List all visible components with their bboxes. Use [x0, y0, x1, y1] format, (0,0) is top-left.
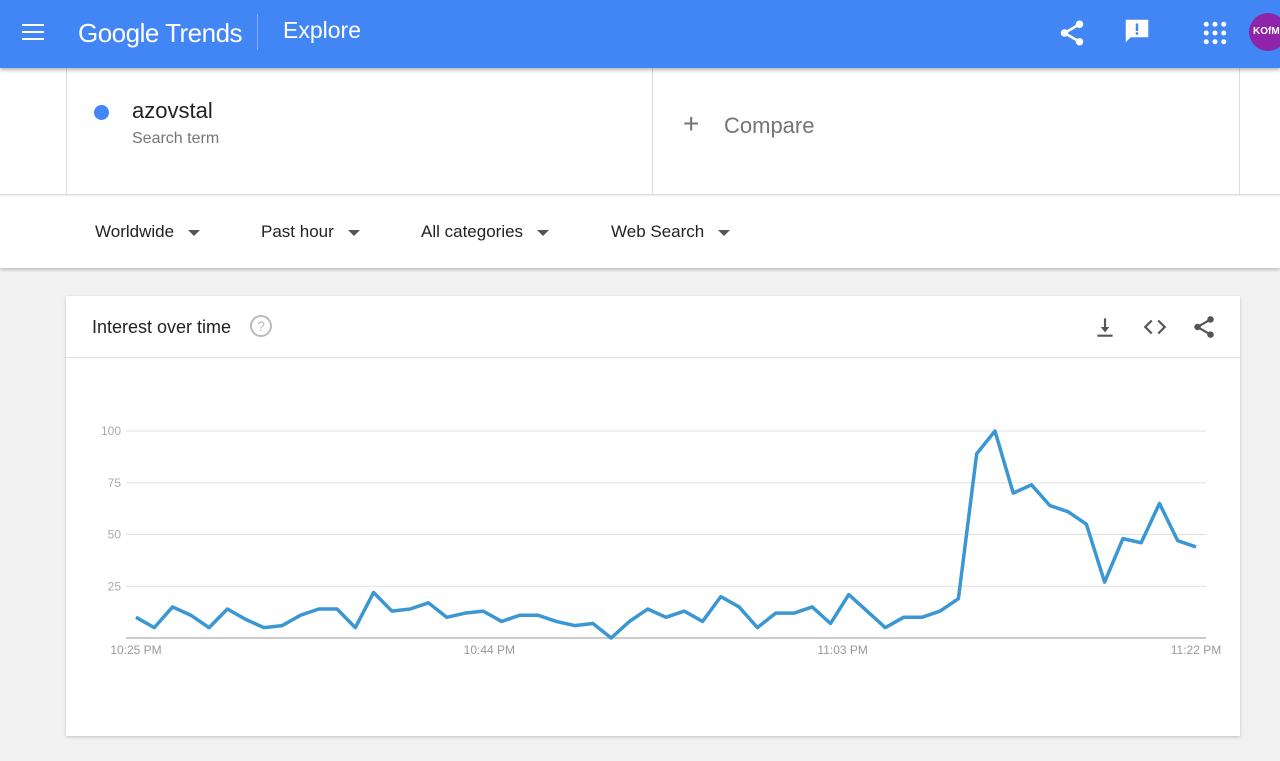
top-app-bar: Google Trends Explore KOfMO [0, 0, 1280, 68]
embed-icon[interactable] [1142, 314, 1168, 340]
menu-icon[interactable] [22, 24, 44, 42]
search-terms-bar: azovstal Search term + Compare [0, 68, 1280, 195]
avatar[interactable]: KOfMO [1249, 13, 1280, 51]
plus-icon: + [683, 108, 700, 139]
search-term-card[interactable]: azovstal Search term [66, 68, 653, 195]
download-icon[interactable] [1092, 314, 1118, 340]
google-trends-logo[interactable]: Google Trends [78, 18, 243, 48]
category-dropdown[interactable]: All categories [421, 222, 550, 242]
time-range-label: Past hour [261, 222, 334, 241]
y-tick-label: 100 [101, 424, 121, 438]
y-tick-label: 25 [108, 579, 122, 593]
help-icon[interactable]: ? [250, 315, 272, 337]
category-label: All categories [421, 222, 524, 241]
y-tick-label: 75 [108, 476, 122, 490]
x-tick-label: 10:44 PM [464, 643, 515, 657]
caret-down-icon [537, 229, 550, 236]
share-icon[interactable] [1057, 18, 1087, 48]
x-tick-label: 11:22 PM [1171, 643, 1221, 657]
feedback-icon[interactable] [1122, 16, 1152, 46]
compare-label: Compare [724, 113, 815, 138]
apps-icon[interactable] [1200, 18, 1230, 48]
x-tick-label: 10:25 PM [110, 643, 161, 657]
compare-button[interactable]: + Compare [653, 68, 1240, 195]
search-type-label: Web Search [611, 222, 705, 241]
y-tick-label: 50 [108, 528, 122, 542]
share-icon[interactable] [1191, 314, 1217, 340]
search-term[interactable]: azovstal [132, 98, 213, 123]
interest-line-chart: 25 50 75 100 10:25 PM 10:44 PM 11:03 PM 11:22 P… [101, 424, 1221, 657]
x-tick-label: 11:03 PM [817, 643, 867, 657]
search-type-dropdown[interactable]: Web Search [611, 222, 731, 242]
caret-down-icon [188, 229, 201, 236]
region-label: Worldwide [95, 222, 175, 241]
caret-down-icon [718, 229, 731, 236]
search-term-type: Search term [132, 130, 220, 147]
filters-bar: Worldwide Past hour All categories Web S… [0, 196, 1280, 268]
interest-over-time-card: Interest over time ? 25 50 75 100 10:25 PM 10… [66, 296, 1240, 736]
region-dropdown[interactable]: Worldwide [95, 222, 201, 242]
time-range-dropdown[interactable]: Past hour [261, 222, 360, 242]
page-title: Explore [283, 17, 361, 43]
term-color-dot [94, 105, 109, 120]
caret-down-icon [347, 229, 360, 236]
card-header: Interest over time ? [66, 296, 1240, 358]
card-title: Interest over time [92, 317, 232, 337]
header-divider [257, 14, 258, 50]
